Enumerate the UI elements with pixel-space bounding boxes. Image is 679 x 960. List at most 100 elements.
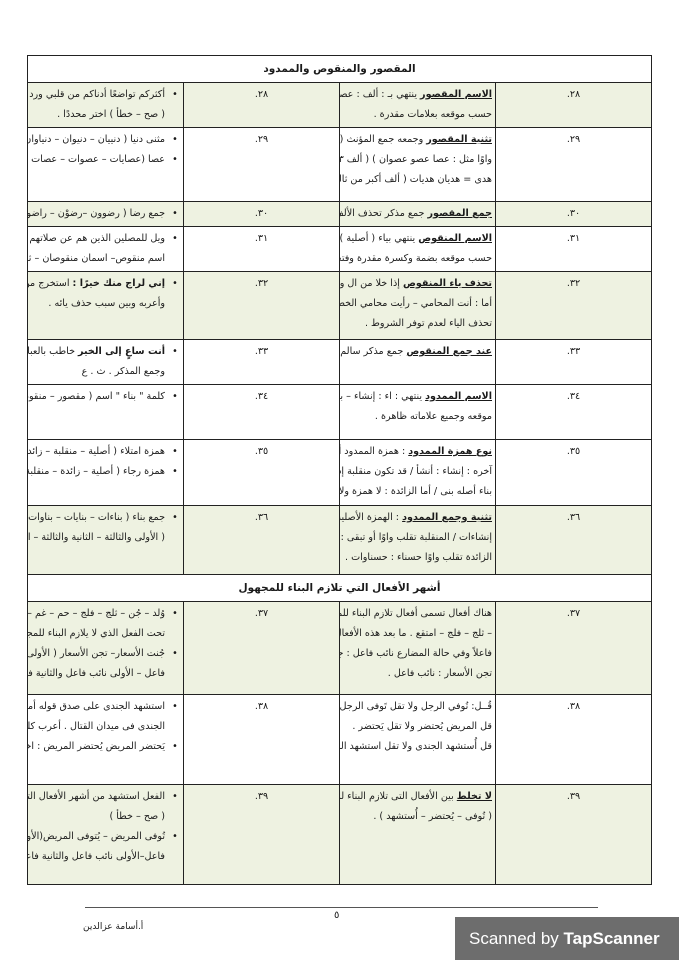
rule-text: بين الأفعال التى تلازم البناء للمجهول وه… [341, 791, 454, 802]
rule-text: حسب موقعه بعلامات مقدرة . [373, 109, 492, 120]
exercise-line: اسم منقوص– اسمان منقوصان – ثلاثة أسماء .… [29, 249, 166, 269]
scanner-watermark-badge: Scanned by TapScanner [455, 917, 679, 960]
bullet-dot-icon: • [172, 208, 178, 219]
rule-term: تحذف ياء المنقوص [402, 278, 492, 289]
rule-text: – ثلج – فلج – امتقع . ما بعد هذه الأفعال… [341, 628, 493, 639]
exercise-lines: جمع رضا ( رضوون –رضوْن – راضون ) . [29, 204, 166, 224]
exercise-number: ٣٥. [183, 439, 340, 506]
exercise-line: همزة امتلاء ( أصلية – منقلبة – زائدة ) [29, 442, 166, 462]
table-row: ٢٨.الاسم المقصور ينتهي بـ : ألف : عصا هد… [27, 82, 652, 128]
exercise-text: كلمة " بناء " اسم ( مقصور – منقوص – ممدو… [28, 391, 166, 402]
exercise-line: عصا (عصايات – عصوات – عصات ) [27, 150, 166, 170]
exercise-text: جُنت الأسعار– تجن الأسعار ( الأولى فاعل … [27, 648, 166, 659]
item-number: ٣٤. [495, 384, 652, 440]
rule-line: موقعه وجميع علاماته ظاهرة . [343, 407, 492, 427]
exercise-lines: استشهد الجندى على صدق قوله أمام المحقق –… [27, 697, 166, 737]
rule-line: حسب موقعه بضمة وكسرة مقدرة وفتحة ظاهرة . [341, 249, 493, 269]
rule-term: الاسم الممدود [425, 391, 492, 402]
exercise-line: ويل للمصلين الذين هم عن صلاتهم ساهون : ب… [29, 229, 166, 249]
exercise-text: عصا (عصايات – عصوات – عصات ) [27, 154, 166, 165]
exercise-line: تُوفى المريض – يُتوفى المريض(الأولى فاعل… [29, 827, 166, 847]
table-row: ٣١.الاسم المنقوص ينتهي بياء ( أصلية ) : … [27, 226, 652, 272]
rule-line: قل المريض يُحتضر ولا تقل يَحتضر . [343, 717, 492, 737]
exercise-number: ٣٨. [183, 694, 340, 785]
rule-text: ينتهي : اء : إنشاء – بناء – حسناء . يعرب… [340, 391, 423, 402]
exercise-lines: عصا (عصايات – عصوات – عصات ) [27, 150, 166, 170]
rule-text: : الهمزة الأصلية تبقى : إنشاء = إنشاءان [341, 512, 400, 523]
exercise-lead: أنت ساعٍ إلى الخير [78, 346, 165, 357]
exercise-line: وُلد – جُن – ثلج – فلج – حم – غم – امتقع… [29, 604, 166, 624]
rule-cell: تثنية المقصور وجمعه جمع المؤنث ( الف ثال… [339, 127, 496, 202]
exercise-text: الفعل استشهد من أشهر الأفعال التى تلازم … [29, 791, 166, 802]
exercise-line: الفعل استشهد من أشهر الأفعال التى تلازم … [29, 787, 166, 807]
exercise-lines: أنت ساعٍ إلى الخير خاطب بالعبارة السابقة… [29, 342, 166, 382]
exercise-bullet: • جمع رضا ( رضوون –رضوْن – راضون ) . [29, 204, 180, 224]
rule-line: تحذف الياء لعدم توفر الشروط . [343, 314, 492, 334]
bullet-dot-icon: • [172, 741, 178, 752]
rule-line: بناء أصله بنى / أما الزائدة : لا همزة ول… [341, 482, 493, 502]
exercise-text: استشهد الجندى على صدق قوله أمام المحقق –… [27, 701, 166, 712]
rule-text: إنشاءات / المنقلبة تقلب واوًا أو تبقى : … [340, 532, 493, 543]
rule-text: ( تُوفى – يُحتضر – أُستشهد ) . [373, 811, 492, 822]
table-row: ٢٩.تثنية المقصور وجمعه جمع المؤنث ( الف … [27, 127, 652, 202]
exercise-line: فاعل–الأولى نائب فاعل والثانية فاعل–كلاه… [29, 847, 166, 867]
exercise-line: جمع رضا ( رضوون –رضوْن – راضون ) . [29, 204, 166, 224]
rule-line: ( تُوفى – يُحتضر – أُستشهد ) . [343, 807, 492, 827]
exercise-bullet: • جُنت الأسعار– تجن الأسعار ( الأولى فاعل… [27, 644, 180, 684]
rule-term: الاسم المنقوص [418, 233, 492, 244]
exercise-lines: تُوفى المريض – يُتوفى المريض(الأولى فاعل… [29, 827, 166, 867]
exercise-lines: جمع بناء ( بناءات – بنايات – بناوات ) ( ا… [29, 508, 166, 548]
rule-line: قل أُستشهد الجندى ولا تقل استشهد الجندى … [340, 737, 493, 757]
rule-text: جمع مذكر تحذف الألف : مصطفى = مصطفون. [341, 208, 425, 219]
exercise-line: أكثركم تواضعًا أدناكم من قلبي ورد بالعبا… [29, 85, 166, 105]
rule-term: نوع همزة الممدود [408, 446, 492, 457]
rule-text: قل أُستشهد الجندى ولا تقل استشهد الجندى … [340, 741, 493, 752]
exercise-line: وأعربه وبين سبب حذف يائه . [29, 294, 165, 314]
item-number: ٣٨. [495, 694, 652, 785]
footer-divider [85, 907, 598, 908]
exercise-text: الجندى فى ميدان القتال . أعرب كلمة الجند… [27, 721, 166, 732]
rule-term: تثنية المقصور [426, 134, 492, 145]
rule-text: واوًا مثل : عصا عصو عصوان ) ( ألف ٣ مرسو… [341, 154, 493, 165]
rule-line: لا تخلط بين الأفعال التى تلازم البناء لل… [341, 787, 493, 807]
exercise-text: تُوفى المريض – يُتوفى المريض(الأولى فاعل… [29, 831, 166, 842]
table-row: ٣٣.عند جمع المنقوص جمع مذكر سالم تحذف يا… [27, 339, 652, 385]
rule-text: قُــل: تُوفي الرجل ولا تقل تَوفى الرجل . [339, 701, 493, 712]
exercise-line: مثنى دنيا ( دنييان – دنيوان – دنياوان ) [29, 130, 166, 150]
exercise-cell: • الفعل استشهد من أشهر الأفعال التى تلازم… [27, 784, 184, 885]
item-number: ٢٩. [495, 127, 652, 202]
rule-line: إنشاءات / المنقلبة تقلب واوًا أو تبقى : … [340, 528, 493, 548]
exercise-cell: • جمع بناء ( بناءات – بنايات – بناوات ) ( … [27, 505, 184, 575]
exercise-line: جمع بناء ( بناءات – بنايات – بناوات ) [29, 508, 166, 528]
exercise-bullet: • عصا (عصايات – عصوات – عصات ) [27, 150, 180, 170]
rule-cell: هناك أفعال تسمى أفعال تلازم البناء للمجه… [339, 601, 496, 695]
exercise-lines: الفعل استشهد من أشهر الأفعال التى تلازم … [29, 787, 166, 827]
exercise-text: تحت الفعل الذي لا يلازم البناء للمجهول . [29, 628, 166, 639]
bullet-dot-icon: • [172, 608, 178, 619]
page-number: ٥ [334, 910, 340, 921]
rule-text: الزائدة تقلب واوًا حسناء : حسناوات . [344, 552, 492, 563]
item-number: ٣٠. [495, 201, 652, 227]
table-row: ٣٧. هناك أفعال تسمى أفعال تلازم البناء لل… [27, 601, 652, 695]
exercise-line: جُنت الأسعار– تجن الأسعار ( الأولى فاعل … [27, 644, 166, 664]
exercise-text: فاعل–الأولى نائب فاعل والثانية فاعل–كلاه… [29, 851, 166, 862]
rule-cell: جمع المقصور جمع مذكر تحذف الألف : مصطفى … [339, 201, 496, 227]
rule-text: حسب موقعه بضمة وكسرة مقدرة وفتحة ظاهرة . [341, 253, 493, 264]
bullet-dot-icon: • [172, 831, 178, 842]
exercise-line: همزة رجاء ( أصلية – زائدة – منقلبة ) [29, 462, 166, 482]
exercise-bullet: • همزة رجاء ( أصلية – زائدة – منقلبة ) [29, 462, 180, 482]
item-number: ٣١. [495, 226, 652, 272]
exercise-bullet: • أنت ساعٍ إلى الخير خاطب بالعبارة السابق… [29, 342, 180, 382]
exercise-line: الجندى فى ميدان القتال . أعرب كلمة الجند… [27, 717, 166, 737]
rule-text: إذا خلا من ال والإضافة والنصب : أنت محام… [339, 278, 400, 289]
rule-line: قُــل: تُوفي الرجل ولا تقل تَوفى الرجل . [339, 697, 493, 717]
exercise-bullet: • مثنى دنيا ( دنييان – دنيوان – دنياوان ) [29, 130, 180, 150]
exercise-cell: • وُلد – جُن – ثلج – فلج – حم – غم – امتق… [27, 601, 184, 695]
exercise-text: يَحتضر المريض يُحتضر المريض : اختر الصحي… [29, 741, 166, 752]
exercise-text: فاعل – الأولى نائب فاعل والثانية فاعل ) [28, 668, 166, 679]
exercise-line: استشهد الجندى على صدق قوله أمام المحقق –… [27, 697, 166, 717]
rule-term: الاسم المقصور [420, 89, 492, 100]
rule-text: ينتهي بياء ( أصلية ) : قاضي – محامي . يع… [339, 233, 416, 244]
exercise-cell: • أنت ساعٍ إلى الخير خاطب بالعبارة السابق… [27, 339, 184, 385]
scanner-brand: TapScanner [563, 929, 660, 948]
